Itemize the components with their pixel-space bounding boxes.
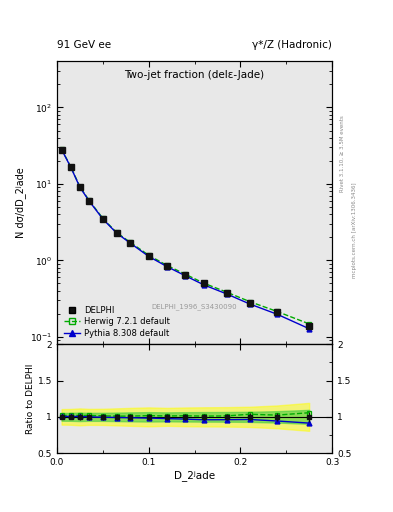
Y-axis label: N dσ/dD_2ʲade: N dσ/dD_2ʲade xyxy=(15,167,26,238)
Text: γ*/Z (Hadronic): γ*/Z (Hadronic) xyxy=(252,40,332,50)
Y-axis label: Ratio to DELPHI: Ratio to DELPHI xyxy=(26,364,35,434)
Text: DELPHI_1996_S3430090: DELPHI_1996_S3430090 xyxy=(152,304,237,310)
Text: Rivet 3.1.10, ≥ 3.5M events: Rivet 3.1.10, ≥ 3.5M events xyxy=(340,115,345,192)
Text: mcplots.cern.ch [arXiv:1306.3436]: mcplots.cern.ch [arXiv:1306.3436] xyxy=(352,183,357,278)
Legend: DELPHI, Herwig 7.2.1 default, Pythia 8.308 default: DELPHI, Herwig 7.2.1 default, Pythia 8.3… xyxy=(61,303,172,340)
Text: Two-jet fraction (delε-Jade): Two-jet fraction (delε-Jade) xyxy=(125,70,264,80)
X-axis label: D_2ʲade: D_2ʲade xyxy=(174,470,215,481)
Text: 91 GeV ee: 91 GeV ee xyxy=(57,40,111,50)
